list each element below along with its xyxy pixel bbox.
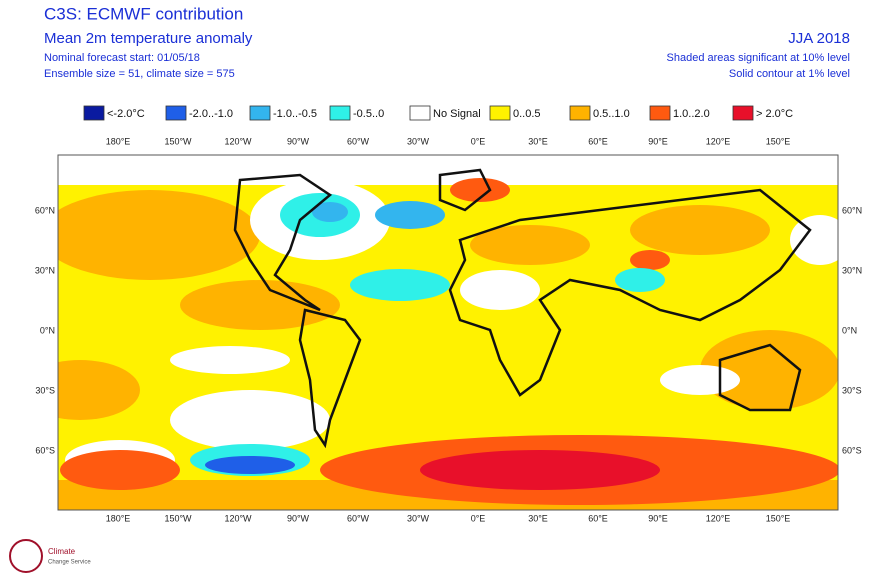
map-frame: [57, 154, 839, 511]
map-field: [58, 155, 838, 510]
lat-label: 30°N: [35, 265, 55, 275]
lon-label: 90°W: [287, 136, 310, 146]
legend-label: 0.5..1.0: [593, 108, 630, 120]
lon-label: 30°E: [528, 136, 548, 146]
lon-label: 30°W: [407, 136, 430, 146]
lon-label: 90°W: [287, 513, 310, 523]
legend-label: > 2.0°C: [756, 108, 793, 120]
lon-label: 180°E: [106, 513, 131, 523]
lat-label: 0°N: [40, 325, 55, 335]
lon-label: 60°W: [347, 513, 370, 523]
logo: Climate Change Service: [9, 539, 91, 573]
lon-label: 120°W: [224, 136, 252, 146]
lon-label: 60°E: [588, 136, 608, 146]
legend-swatch: [732, 105, 754, 121]
lon-label: 120°E: [706, 513, 731, 523]
logo-subtitle: Change Service: [48, 560, 91, 566]
lat-label: 60°N: [35, 205, 55, 215]
legend-swatch: [165, 105, 187, 121]
ensemble-info: Ensemble size = 51, climate size = 575: [44, 68, 235, 80]
lon-label: 60°W: [347, 136, 370, 146]
legend-swatch: [649, 105, 671, 121]
season: JJA 2018: [788, 30, 850, 47]
legend-swatch: [409, 105, 431, 121]
lon-label: 90°E: [648, 136, 668, 146]
legend-swatch: [489, 105, 511, 121]
legend-swatch: [569, 105, 591, 121]
legend-label: <-2.0°C: [107, 108, 145, 120]
lon-label: 60°E: [588, 513, 608, 523]
lat-label: 60°S: [35, 445, 55, 455]
logo-name: Climate: [48, 547, 76, 556]
lat-label: 30°S: [35, 385, 55, 395]
lon-label: 150°W: [164, 136, 192, 146]
lon-label: 30°W: [407, 513, 430, 523]
legend-swatch: [249, 105, 271, 121]
lon-label: 120°E: [706, 136, 731, 146]
lon-label: 120°W: [224, 513, 252, 523]
legend-label: No Signal: [433, 108, 481, 120]
lat-label: 0°N: [842, 325, 857, 335]
lat-label: 30°N: [842, 265, 862, 275]
title: C3S: ECMWF contribution: [44, 4, 243, 23]
note-shaded: Shaded areas significant at 10% level: [667, 52, 850, 64]
lon-label: 150°W: [164, 513, 192, 523]
lon-label: 150°E: [766, 136, 791, 146]
legend-label: 0..0.5: [513, 108, 541, 120]
lon-label: 0°E: [471, 513, 486, 523]
lon-label: 180°E: [106, 136, 131, 146]
subtitle: Mean 2m temperature anomaly: [44, 30, 253, 47]
legend-label: 1.0..2.0: [673, 108, 710, 120]
lon-label: 150°E: [766, 513, 791, 523]
lat-label: 60°S: [842, 445, 862, 455]
lon-label: 0°E: [471, 136, 486, 146]
lat-label: 60°N: [842, 205, 862, 215]
legend-label: -1.0..-0.5: [273, 108, 317, 120]
lat-label: 30°S: [842, 385, 862, 395]
forecast-start: Nominal forecast start: 01/05/18: [44, 52, 200, 64]
legend-swatch: [83, 105, 105, 121]
note-contour: Solid contour at 1% level: [729, 68, 850, 80]
legend-swatch: [329, 105, 351, 121]
lon-label: 90°E: [648, 513, 668, 523]
legend-label: -2.0..-1.0: [189, 108, 233, 120]
legend-label: -0.5..0: [353, 108, 384, 120]
lon-label: 30°E: [528, 513, 548, 523]
